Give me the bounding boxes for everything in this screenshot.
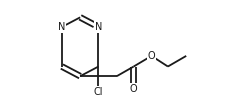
Text: O: O (148, 51, 155, 61)
Text: O: O (130, 84, 138, 94)
Text: N: N (95, 22, 102, 32)
Text: N: N (58, 22, 66, 32)
Text: Cl: Cl (94, 87, 103, 97)
